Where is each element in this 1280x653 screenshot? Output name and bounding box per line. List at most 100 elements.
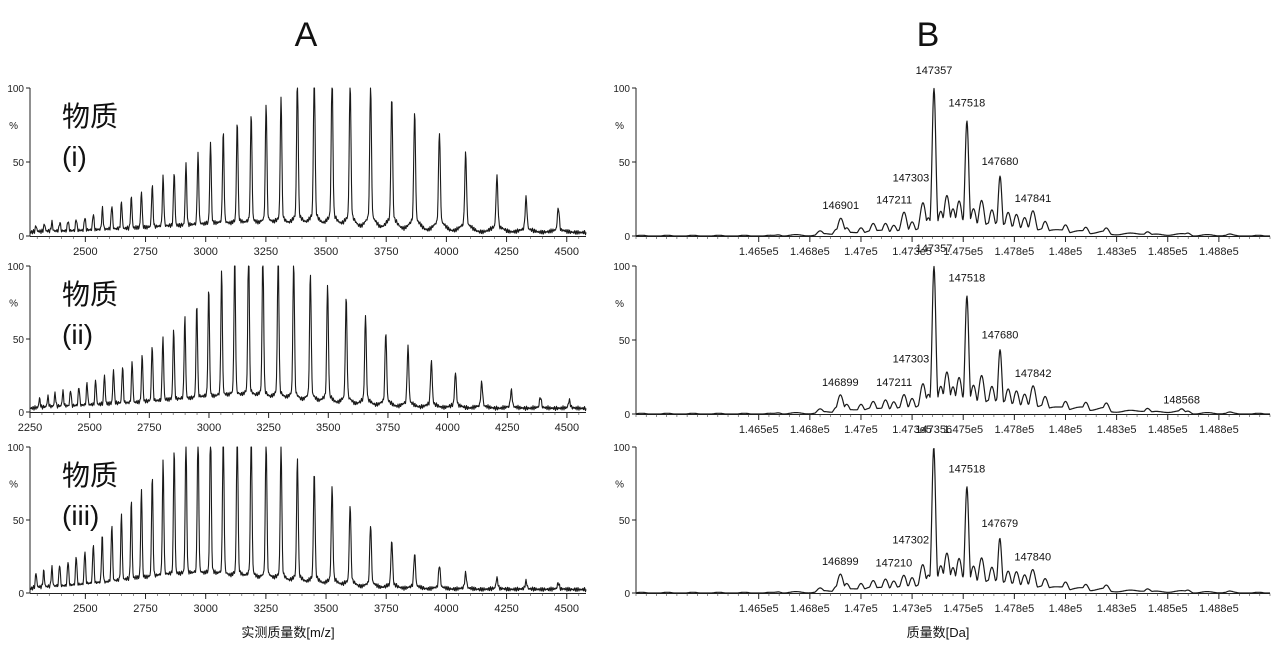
peak-label: 147303 — [893, 353, 930, 365]
peak-label: 147211 — [876, 377, 912, 389]
x-tick-label: 1.483e5 — [1097, 603, 1137, 615]
x-tick-label: 1.473e5 — [892, 603, 932, 615]
spectrum-trace — [635, 448, 1271, 594]
peak-label: 147680 — [982, 156, 1019, 168]
chart-5: 0 50 100% 1.465e5 1.468e5 1.47e5 1.473e5 1.475e… — [613, 243, 1271, 436]
x-tick-label: 3500 — [316, 422, 340, 434]
peak-label: 146901 — [822, 200, 859, 212]
peak-label: 147303 — [893, 172, 930, 184]
y-tick-label: 100 — [613, 262, 630, 273]
x-tick-label: 3000 — [193, 603, 217, 615]
spectrum-trace — [635, 265, 1271, 415]
x-tick-label: 4000 — [435, 422, 459, 434]
x-tick-label: 1.478e5 — [994, 603, 1034, 615]
x-tick-label: 4500 — [555, 422, 579, 434]
x-tick-label: 1.483e5 — [1097, 246, 1137, 258]
spectrum-trace — [29, 265, 587, 412]
peak-label: 147518 — [949, 98, 986, 110]
y-unit-label: % — [9, 480, 18, 491]
peak-label: 147842 — [1015, 368, 1052, 380]
chart-6: 0 50 100% 1.465e5 1.468e5 1.47e5 1.473e5 1.475e… — [613, 424, 1271, 615]
x-tick-label: 1.475e5 — [943, 603, 983, 615]
x-tick-label: 1.475e5 — [943, 246, 983, 258]
y-unit-label: % — [9, 121, 18, 132]
y-tick-label: 0 — [18, 589, 24, 600]
plot-grid: 0 50 100% 2500 2750 3000 3250 3500 3750 4000 4250 4… — [7, 65, 1271, 615]
x-tick-label: 4500 — [555, 603, 579, 615]
sample-label: 物质 — [62, 101, 118, 132]
x-tick-label: 1.488e5 — [1199, 246, 1239, 258]
y-tick-label: 100 — [613, 84, 630, 95]
y-tick-label: 100 — [613, 443, 630, 454]
x-tick-label: 2250 — [18, 422, 42, 434]
x-tick-label: 3250 — [254, 603, 278, 615]
x-tick-label: 1.48e5 — [1049, 246, 1083, 258]
x-tick-label: 1.468e5 — [790, 603, 830, 615]
x-tick-label: 3250 — [254, 246, 278, 258]
x-tick-label: 1.468e5 — [790, 246, 830, 258]
x-axis-label-right: 质量数[Da] — [907, 625, 970, 640]
x-tick-label: 4250 — [494, 603, 518, 615]
x-tick-label: 2500 — [77, 422, 101, 434]
sample-label: 物质 — [62, 279, 118, 310]
sample-label: (iii) — [62, 500, 99, 531]
x-tick-label: 1.48e5 — [1049, 603, 1083, 615]
x-tick-label: 1.485e5 — [1148, 603, 1188, 615]
peak-label: 147841 — [1015, 193, 1052, 205]
x-tick-label: 1.47e5 — [844, 246, 878, 258]
sample-label: 物质 — [62, 460, 118, 491]
panel-label-b: B — [917, 16, 940, 54]
y-unit-label: % — [9, 299, 18, 310]
x-tick-label: 1.488e5 — [1199, 603, 1239, 615]
x-tick-label: 3750 — [374, 603, 398, 615]
peak-label: 147679 — [981, 518, 1018, 530]
x-tick-label: 1.485e5 — [1148, 246, 1188, 258]
peak-label: 147680 — [982, 329, 1019, 341]
x-tick-label: 2500 — [73, 246, 97, 258]
x-tick-label: 3000 — [193, 246, 217, 258]
y-tick-label: 0 — [624, 589, 630, 600]
peak-label: 146899 — [822, 556, 859, 568]
y-tick-label: 100 — [7, 443, 24, 454]
peak-label: 147840 — [1014, 552, 1051, 564]
x-tick-label: 4250 — [494, 246, 518, 258]
y-unit-label: % — [615, 121, 624, 132]
peak-label: 147356 — [915, 424, 952, 436]
sample-label: (i) — [62, 141, 87, 172]
chart-2: 0 50 100% 2250 2500 2750 3000 3250 3500 3750 4000 4… — [7, 262, 587, 434]
x-tick-label: 3750 — [376, 422, 400, 434]
x-tick-label: 1.48e5 — [1049, 424, 1083, 436]
y-tick-label: 0 — [624, 410, 630, 421]
spectrum-trace — [29, 446, 587, 593]
x-tick-label: 4000 — [434, 246, 458, 258]
x-tick-label: 3000 — [197, 422, 221, 434]
x-tick-label: 1.475e5 — [943, 424, 983, 436]
x-tick-label: 1.473e5 — [892, 246, 932, 258]
y-tick-label: 50 — [13, 335, 25, 346]
x-tick-label: 1.488e5 — [1199, 424, 1239, 436]
y-tick-label: 0 — [624, 232, 630, 243]
y-tick-label: 100 — [7, 84, 24, 95]
x-tick-label: 2750 — [133, 246, 157, 258]
x-tick-label: 1.478e5 — [994, 246, 1034, 258]
sample-label: (ii) — [62, 319, 93, 350]
x-tick-label: 3500 — [314, 246, 338, 258]
peak-label: 147302 — [892, 534, 929, 546]
peak-label: 147357 — [916, 243, 953, 255]
x-tick-label: 4250 — [495, 422, 519, 434]
x-tick-label: 4000 — [434, 603, 458, 615]
x-tick-label: 1.478e5 — [994, 424, 1034, 436]
x-tick-label: 1.465e5 — [739, 424, 779, 436]
x-tick-label: 3500 — [314, 603, 338, 615]
x-tick-label: 2750 — [137, 422, 161, 434]
peak-label: 146899 — [822, 377, 859, 389]
y-tick-label: 0 — [18, 408, 24, 419]
x-tick-label: 1.47e5 — [844, 603, 878, 615]
y-unit-label: % — [615, 299, 624, 310]
y-tick-label: 50 — [13, 516, 25, 527]
x-axis-label-left: 实测质量数[m/z] — [241, 625, 334, 640]
y-tick-label: 100 — [7, 262, 24, 273]
chart-1: 0 50 100% 2500 2750 3000 3250 3500 3750 4000 4250 4… — [7, 84, 587, 258]
y-tick-label: 50 — [619, 158, 631, 169]
